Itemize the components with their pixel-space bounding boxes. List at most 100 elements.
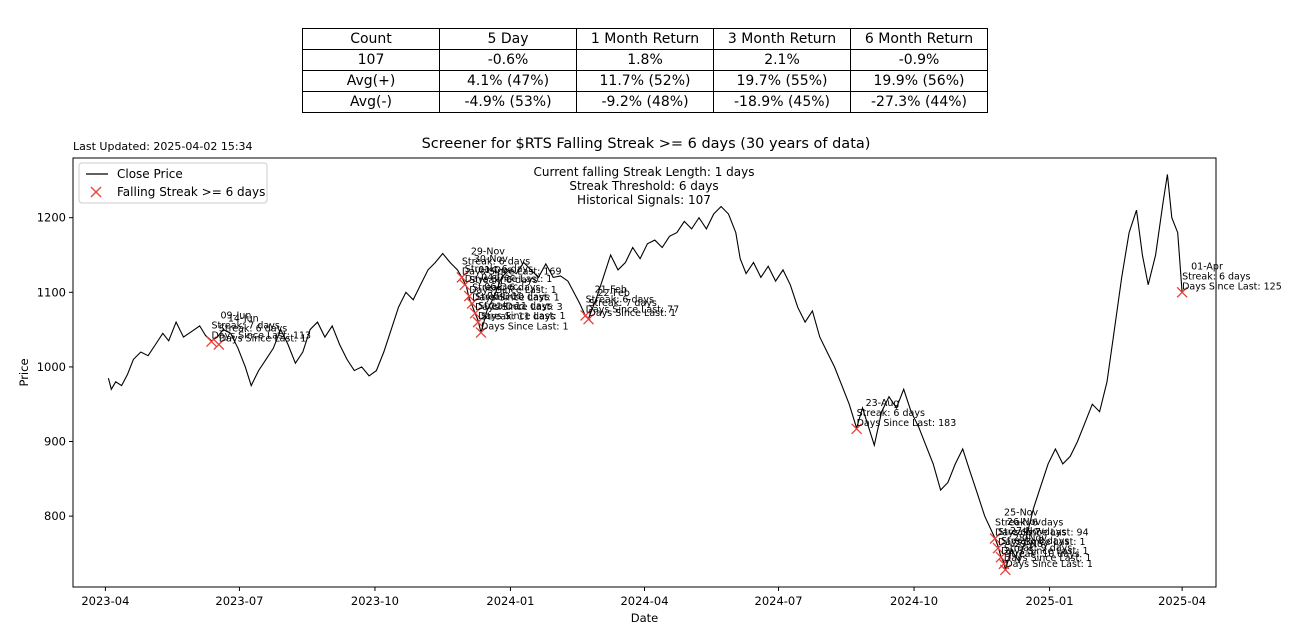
signal-annotation: Streak: 11 days	[478, 301, 552, 312]
table-header-row: Count 5 Day 1 Month Return 3 Month Return 6 …	[302, 28, 988, 50]
signal-annotation: Streak: 6 days	[462, 256, 530, 267]
signal-marker-stroke	[999, 564, 1011, 576]
signal-annotation: Days Since Last: 3	[475, 302, 563, 313]
signal-annotation: 14-Jun	[228, 314, 259, 325]
signal-layer: 09-Jun Streak: 7 days Days Since Last: 113…	[205, 246, 1282, 576]
signal-annotation: Days Since Last: 94	[995, 528, 1089, 539]
signal-marker-stroke	[456, 271, 468, 283]
signal-annotation: Streak: 6 days	[472, 282, 540, 293]
signal-marker	[1176, 286, 1188, 298]
signal-annotation: Days Since Last: 1	[481, 322, 569, 333]
legend-box	[78, 162, 268, 204]
table-cell: 11.7% (52%)	[576, 70, 714, 92]
signal-marker	[989, 533, 1001, 544]
signal-annotation: 26-Nov	[1007, 517, 1041, 528]
signal-marker	[999, 564, 1011, 576]
legend: Close Price Falling Streak >= 6 days	[78, 162, 268, 204]
signal-annotation: Streak: 11 days	[481, 312, 555, 323]
signal-annotation: Days Since Last: 1	[472, 292, 560, 303]
table-cell: -27.3% (44%)	[850, 91, 988, 113]
signal-marker	[213, 339, 225, 350]
signal-marker-stroke	[466, 298, 478, 309]
signal-marker-stroke	[205, 336, 217, 347]
signal-annotation: 09-Jun	[220, 311, 251, 322]
signal-annotation: Days Since Last: 113	[211, 331, 311, 342]
chart-title: Screener for $RTS Falling Streak >= 6 da…	[421, 136, 871, 152]
y-tick-label: 1200	[37, 211, 66, 225]
signal-marker	[459, 279, 471, 291]
last-updated-label: Last Updated: 2025-04-02 15:34	[73, 140, 253, 153]
signal-annotation: 29-Nov	[1014, 539, 1048, 550]
x-tick-label: 2024-01	[486, 594, 534, 608]
signal-marker	[995, 551, 1007, 563]
signal-marker-stroke	[459, 279, 471, 291]
signal-marker-stroke	[989, 533, 1001, 544]
y-tick-label: 800	[44, 509, 66, 523]
legend-label: Close Price	[117, 167, 183, 181]
signal-annotation: 27-Nov	[1010, 526, 1044, 537]
signal-annotation: 22-Feb	[598, 288, 630, 299]
signal-annotation: 01-Dec	[478, 265, 512, 276]
signal-annotation: Days Since Last: 1	[219, 334, 307, 345]
signal-annotation: 28-Nov	[1013, 533, 1047, 544]
signal-annotation: Streak: 6 days	[219, 324, 287, 335]
signal-annotation: Streak: 8 days	[1001, 536, 1069, 547]
signal-marker-stroke	[851, 423, 863, 435]
table-row: Avg(+) 4.1% (47%) 11.7% (52%) 19.7% (55%) 19…	[302, 70, 988, 92]
x-tick-label: 2025-01	[1026, 594, 1074, 608]
signal-annotation: Streak: 6 days	[1182, 271, 1250, 282]
signal-annotation: Streak: 10 days	[475, 292, 549, 303]
axes-layer: 2023-04 2023-07 2023-10 2024-01 2024-04 2024-…	[17, 157, 1217, 625]
signal-annotation: Streak: 10 days	[1005, 549, 1079, 560]
signal-marker	[466, 298, 478, 309]
signal-marker	[992, 542, 1004, 554]
signal-annotation: 08-Dec	[487, 291, 521, 302]
signal-marker-stroke	[995, 551, 1007, 563]
signal-annotation: Days Since Last: 169	[462, 266, 562, 277]
signal-annotation: 11-Dec	[490, 302, 524, 313]
signal-annotation: Days Since Last: 183	[857, 418, 957, 429]
table-cell: -4.9% (53%)	[439, 91, 577, 113]
signal-annotation: 25-Nov	[1004, 508, 1038, 519]
signal-annotation: Streak: 6 days	[857, 408, 925, 419]
table-cell: -18.9% (45%)	[713, 91, 851, 113]
signal-annotation: Days Since Last: 1	[1004, 553, 1092, 564]
signal-annotation: 23-Aug	[866, 398, 900, 409]
signal-marker	[463, 290, 475, 302]
signal-annotation: Streak: 6 days	[465, 264, 533, 275]
signal-annotation: 06-Dec	[484, 282, 518, 293]
signal-annotation: Days Since Last: 1	[469, 285, 557, 296]
signal-annotation: Days Since Last: 77	[586, 304, 680, 315]
info-line: Current falling Streak Length: 1 days	[533, 165, 754, 179]
signal-annotation: Streak: 6 days	[469, 275, 537, 286]
signal-marker	[456, 271, 468, 283]
table-cell: -9.2% (48%)	[576, 91, 714, 113]
signal-annotation: Streak: 6 days	[586, 294, 654, 305]
signal-marker	[851, 423, 863, 435]
signal-annotation: Streak: 6 days	[995, 518, 1063, 529]
x-tick-label: 2025-04	[1158, 594, 1206, 608]
signal-annotation: 21-Feb	[595, 284, 627, 295]
signal-annotation: Streak: 7 days	[589, 298, 657, 309]
legend-label: Falling Streak >= 6 days	[117, 185, 265, 199]
signal-marker-stroke	[472, 316, 484, 328]
x-axis-label: Date	[631, 611, 659, 625]
y-tick-label: 900	[44, 435, 66, 449]
y-tick-label: 1100	[37, 285, 66, 299]
signal-marker	[205, 336, 217, 347]
table-cell: Avg(-)	[302, 91, 440, 113]
signal-marker-stroke	[998, 558, 1010, 570]
x-tick-label: 2024-04	[620, 594, 668, 608]
info-layer: Current falling Streak Length: 1 daysStr…	[533, 165, 754, 207]
chart-title-container: Screener for $RTS Falling Streak >= 6 da…	[0, 136, 1292, 152]
signal-marker-stroke	[475, 327, 487, 339]
y-tick-label: 1000	[37, 360, 66, 374]
signal-annotation: Streak: 7 days	[998, 527, 1066, 538]
signal-marker-stroke	[463, 290, 475, 302]
info-line: Historical Signals: 107	[577, 193, 711, 207]
signal-marker-stroke	[1176, 286, 1188, 298]
x-tick-label: 2024-07	[755, 594, 803, 608]
signal-annotation: Days Since Last: 1	[589, 308, 677, 319]
x-tick-label: 2023-10	[351, 594, 399, 608]
y-axis-label: Price	[17, 358, 31, 386]
